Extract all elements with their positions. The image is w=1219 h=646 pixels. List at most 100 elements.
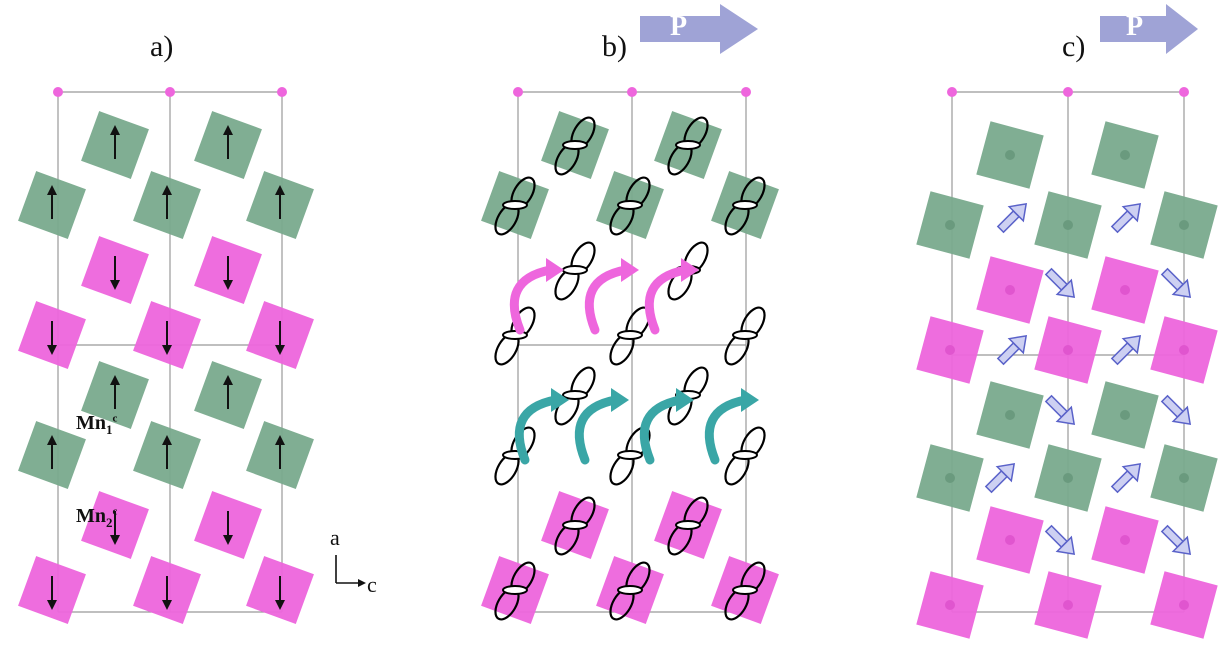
orbital-ring — [732, 330, 758, 340]
polarization-label-c: P — [1126, 11, 1144, 42]
orbital-ring — [502, 200, 528, 210]
spin-arrow-head — [1121, 202, 1142, 223]
curved-arrow — [514, 395, 560, 465]
orbital-ring — [732, 450, 758, 460]
spin-arrow-head — [162, 185, 172, 195]
mn-atom — [1179, 345, 1189, 355]
panel-c-structure — [916, 87, 1218, 639]
curved-arrow-head — [676, 388, 694, 412]
panel-b-label: b) — [602, 30, 627, 63]
spin-arrow-c — [1160, 524, 1192, 556]
orbital-ring — [562, 265, 588, 275]
curved-arrow-head — [546, 258, 564, 282]
spin-arrow-head — [1121, 334, 1142, 355]
panel-b-structure — [481, 87, 779, 624]
mn2-label-sub: 2 — [106, 515, 113, 530]
axis-label-a: a — [330, 525, 340, 550]
polarization-arrow-b: P — [640, 4, 758, 54]
orbital-ring — [675, 520, 701, 530]
spin-arrow-head — [1007, 334, 1028, 355]
mn2-label-main: Mn — [76, 505, 106, 527]
mn-atom — [1120, 535, 1130, 545]
spin-arrow-head — [47, 600, 57, 610]
curved-arrow — [704, 395, 750, 465]
spin-arrow-head — [1171, 278, 1192, 299]
spin-arrow-head — [47, 435, 57, 445]
corner-atom — [627, 87, 637, 97]
mn-atom — [1005, 410, 1015, 420]
spin-arrow-c — [996, 334, 1028, 366]
mn1-label: Mn1c — [76, 412, 117, 438]
spin-arrow-head — [1055, 535, 1076, 556]
mn-atom — [1179, 600, 1189, 610]
orbital-ring — [562, 390, 588, 400]
spin-arrow-head — [275, 345, 285, 355]
mn-atom — [945, 600, 955, 610]
curved-arrow — [639, 395, 685, 465]
spin-arrow-c — [996, 202, 1028, 234]
mn-atom — [1063, 600, 1073, 610]
orbital-ring — [502, 585, 528, 595]
panel-c-label: c) — [1062, 30, 1086, 63]
curved-arrow — [584, 265, 630, 335]
spin-arrow-c — [1110, 462, 1142, 494]
corner-atom — [741, 87, 751, 97]
spin-arrow-head — [1171, 405, 1192, 426]
spin-arrow-head — [162, 600, 172, 610]
orbital-ring — [617, 330, 643, 340]
spin-arrow-head — [275, 600, 285, 610]
spin-arrow-head — [110, 125, 120, 135]
mn-atom — [1179, 220, 1189, 230]
corner-atom — [513, 87, 523, 97]
mn-atom — [1063, 473, 1073, 483]
curved-arrow-head — [681, 258, 699, 282]
corner-atom — [1063, 87, 1073, 97]
mn-atom — [945, 473, 955, 483]
mn-atom — [1005, 285, 1015, 295]
spin-arrow-head — [110, 280, 120, 290]
spin-arrow-c — [1044, 267, 1076, 299]
spin-arrow-head — [47, 345, 57, 355]
polarization-arrow-c: P — [1100, 4, 1198, 54]
mn-atom — [1005, 150, 1015, 160]
panel-a-structure — [18, 87, 314, 624]
mn-atom — [945, 220, 955, 230]
spin-arrow-c — [1044, 394, 1076, 426]
corner-atom — [1179, 87, 1189, 97]
spin-arrow-c — [1110, 334, 1142, 366]
mn1-label-sup: c — [112, 412, 118, 425]
mn-atom — [1005, 535, 1015, 545]
corner-atom — [277, 87, 287, 97]
mn2-label-sup: c — [112, 505, 118, 518]
spin-arrow-head — [110, 535, 120, 545]
mn-atom — [1063, 220, 1073, 230]
curved-arrow — [509, 265, 555, 335]
spin-arrow-head — [1055, 405, 1076, 426]
polarization-arrow-b-icon — [640, 4, 758, 54]
spin-arrow-head — [162, 345, 172, 355]
spin-arrow-head — [1055, 278, 1076, 299]
spin-arrow-c — [984, 462, 1016, 494]
spin-arrow-c — [1110, 202, 1142, 234]
curved-arrow-head — [551, 388, 569, 412]
mn-atom — [1063, 345, 1073, 355]
orbital-ring — [675, 140, 701, 150]
corner-atom — [165, 87, 175, 97]
orbital-ring — [732, 585, 758, 595]
polarization-arrow-c-icon — [1100, 4, 1198, 54]
panel-a-label: a) — [150, 30, 174, 63]
spin-arrow-c — [1160, 394, 1192, 426]
mn-atom — [1120, 410, 1130, 420]
spin-arrow-c — [1160, 267, 1192, 299]
spin-arrow-head — [223, 125, 233, 135]
polarization-label-b: P — [670, 11, 688, 42]
curved-arrow — [644, 265, 690, 335]
spin-arrow-head — [275, 185, 285, 195]
spin-arrow-head — [1171, 535, 1192, 556]
mn1-label-main: Mn — [76, 412, 106, 434]
spin-arrow-head — [995, 462, 1016, 483]
spin-arrow-head — [1007, 202, 1028, 223]
orbital-ring — [617, 200, 643, 210]
spin-arrow-head — [110, 375, 120, 385]
mn1-label-sub: 1 — [106, 422, 113, 437]
